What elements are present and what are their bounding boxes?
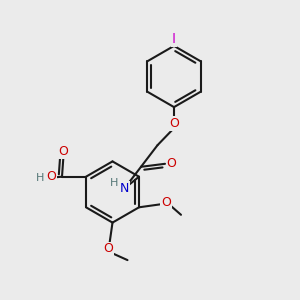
Text: O: O [46, 170, 56, 183]
Text: O: O [161, 196, 171, 209]
Text: O: O [169, 117, 179, 130]
Text: O: O [167, 157, 176, 170]
Text: H: H [36, 173, 45, 183]
Text: I: I [172, 32, 176, 46]
Text: O: O [58, 145, 68, 158]
Text: N: N [120, 182, 129, 195]
Text: H: H [110, 178, 118, 188]
Text: O: O [103, 242, 113, 256]
